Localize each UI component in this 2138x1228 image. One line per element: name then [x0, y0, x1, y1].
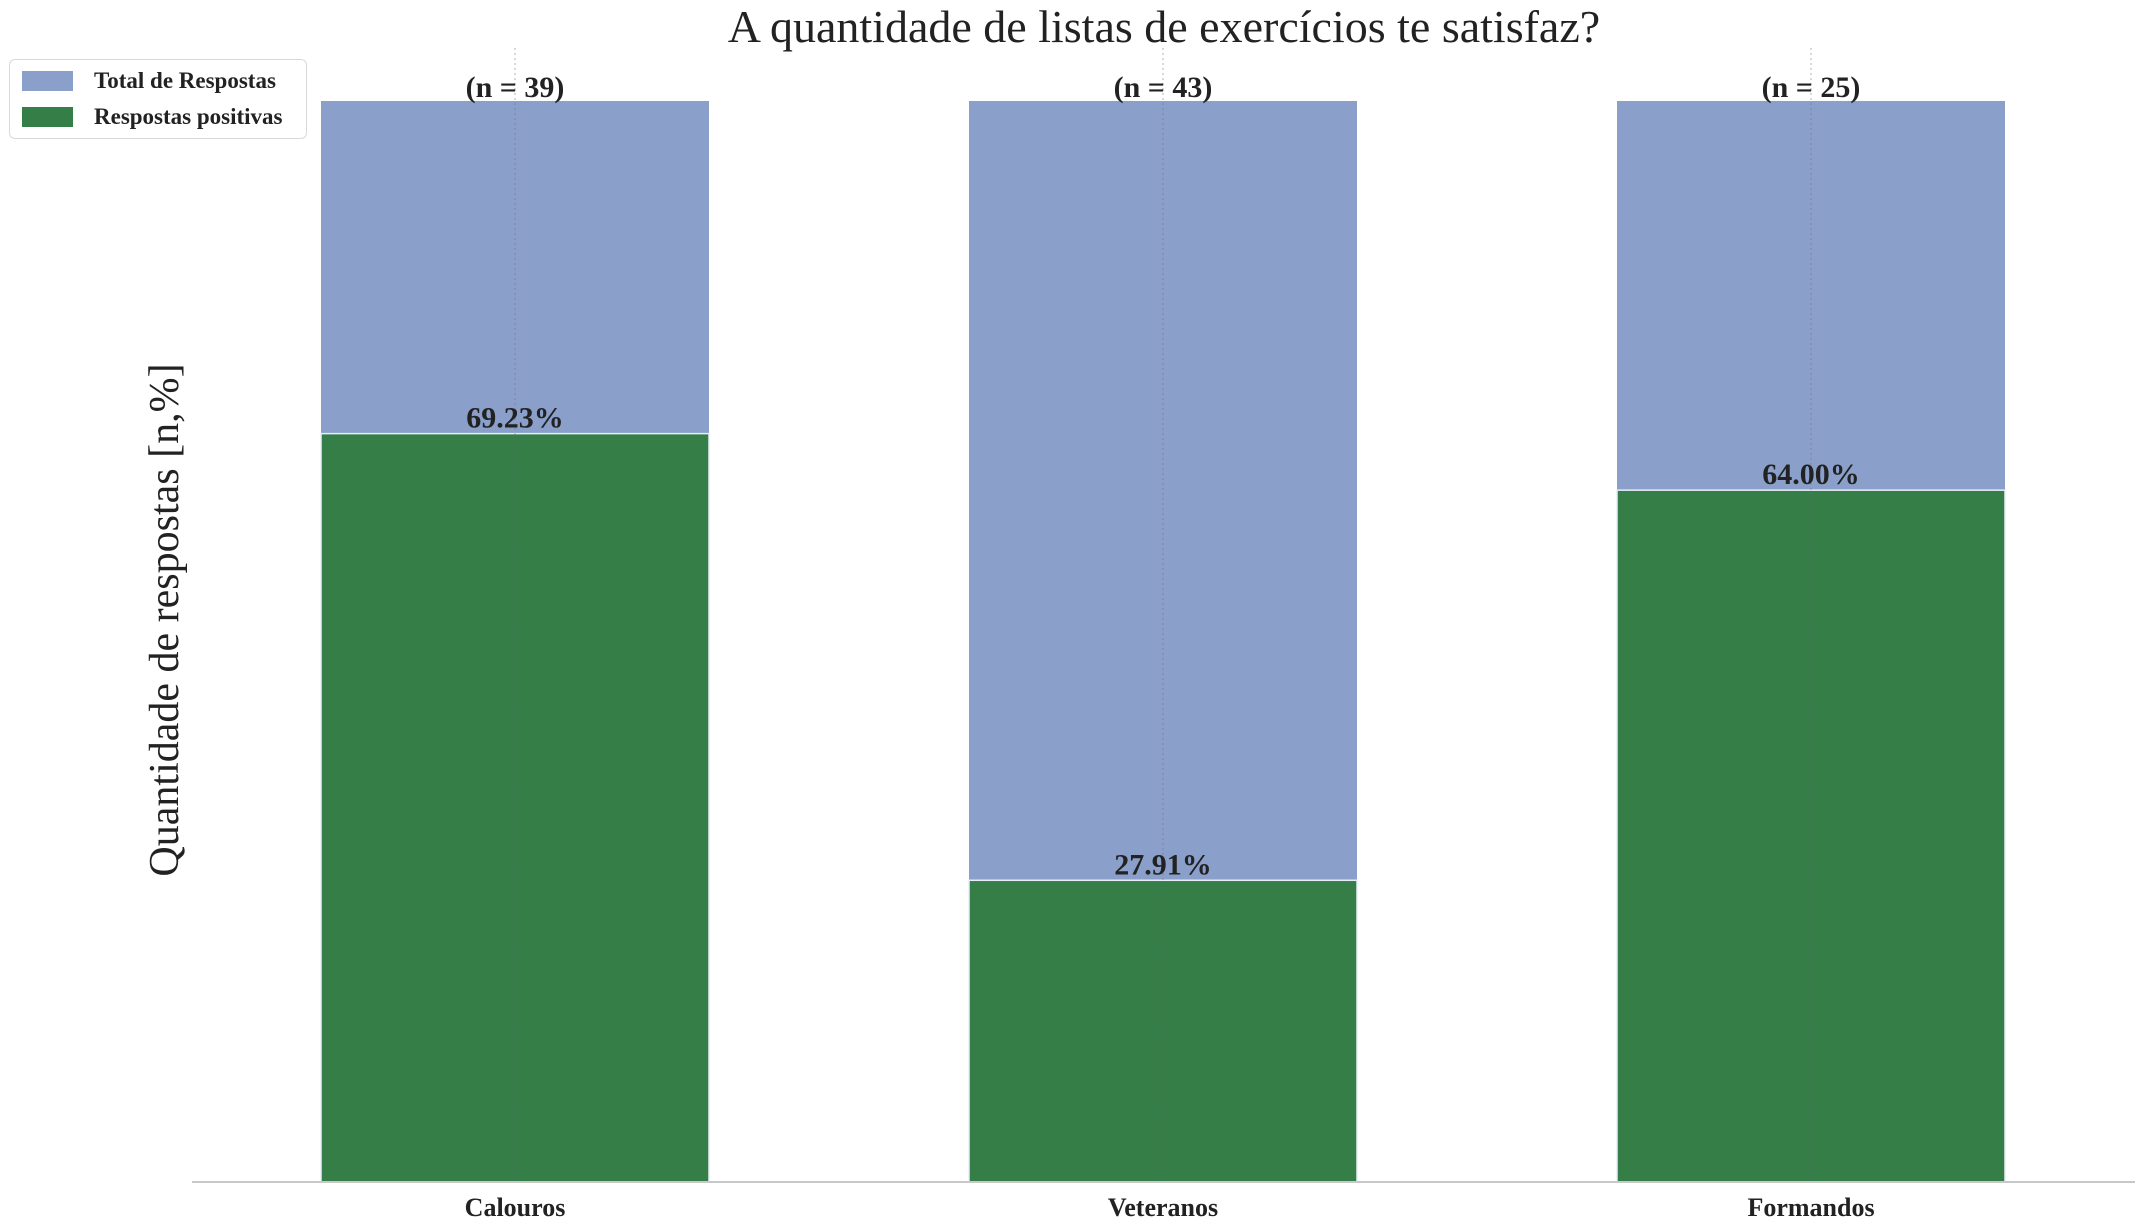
- legend-item-total: Total de Respostas: [22, 68, 276, 94]
- bar-positive-calouros: [320, 432, 710, 1183]
- y-axis-label: Quantidade de respostas [n,%]: [142, 363, 188, 876]
- gridlines-group: [514, 48, 1812, 1182]
- data-labels-group: (n = 39) 69.23% (n = 43) 27.91% (n = 25) 64.0…: [466, 71, 1861, 881]
- legend-swatch-total: [22, 71, 73, 91]
- chart-title: A quantidade de listas de exercícios te …: [728, 1, 1600, 52]
- percent-label-formandos: 64.00%: [1762, 458, 1860, 491]
- total-label-veteranos: (n = 43): [1114, 71, 1213, 104]
- bar-positive-formandos: [1616, 489, 2006, 1183]
- x-tick-veteranos: Veteranos: [1108, 1193, 1218, 1222]
- percent-label-veteranos: 27.91%: [1114, 848, 1212, 881]
- legend-item-positive: Respostas positivas: [22, 104, 283, 130]
- legend-label-total: Total de Respostas: [94, 68, 276, 93]
- x-tick-calouros: Calouros: [465, 1193, 566, 1222]
- bar-positive-veteranos: [968, 879, 1358, 1183]
- legend-swatch-positive: [22, 107, 73, 127]
- legend: Total de Respostas Respostas positivas: [9, 59, 307, 139]
- total-label-calouros: (n = 39): [466, 71, 565, 104]
- total-label-formandos: (n = 25): [1762, 71, 1861, 104]
- bars-group: [320, 101, 2006, 1183]
- percent-label-calouros: 69.23%: [466, 402, 564, 435]
- x-tick-labels-group: Calouros Veteranos Formandos: [465, 1193, 1875, 1222]
- x-tick-formandos: Formandos: [1747, 1193, 1874, 1222]
- legend-label-positive: Respostas positivas: [94, 104, 283, 129]
